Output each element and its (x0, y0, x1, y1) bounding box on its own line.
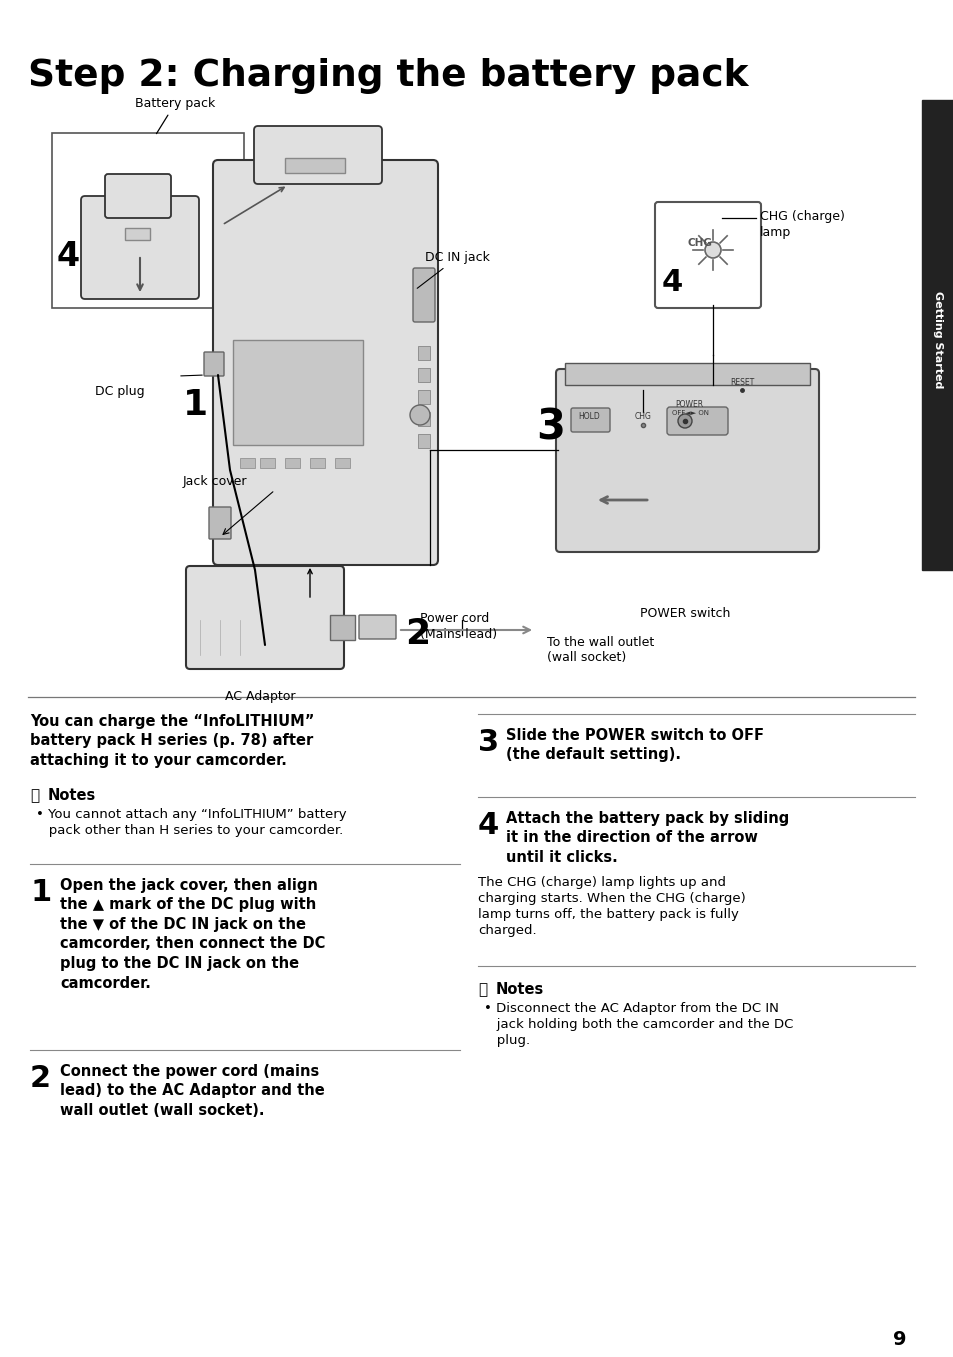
Text: HOLD: HOLD (578, 413, 599, 421)
Bar (417, 389, 430, 404)
Circle shape (704, 242, 720, 258)
FancyBboxPatch shape (571, 408, 609, 432)
Text: charging starts. When the CHG (charge): charging starts. When the CHG (charge) (477, 892, 745, 905)
FancyBboxPatch shape (358, 615, 395, 639)
Bar (233, 341, 363, 445)
Text: (Mains lead): (Mains lead) (419, 628, 497, 641)
Bar (125, 228, 150, 240)
Text: Slide the POWER switch to OFF: Slide the POWER switch to OFF (505, 727, 763, 744)
Text: 1: 1 (30, 878, 51, 906)
Text: plug to the DC IN jack on the: plug to the DC IN jack on the (60, 955, 299, 972)
FancyBboxPatch shape (213, 160, 437, 565)
Text: Open the jack cover, then align: Open the jack cover, then align (60, 878, 317, 893)
FancyBboxPatch shape (413, 267, 435, 322)
Text: • You cannot attach any “InfoLITHIUM” battery: • You cannot attach any “InfoLITHIUM” ba… (36, 807, 346, 821)
FancyBboxPatch shape (209, 508, 231, 539)
Text: camcorder.: camcorder. (60, 976, 151, 991)
Text: plug.: plug. (483, 1034, 530, 1048)
Text: (wall socket): (wall socket) (546, 651, 625, 664)
Text: (the default setting).: (the default setting). (505, 748, 680, 763)
Text: You can charge the “InfoLITHIUM”: You can charge the “InfoLITHIUM” (30, 714, 314, 729)
Text: CHG: CHG (687, 237, 712, 248)
Text: Notes: Notes (496, 982, 543, 997)
Text: DC IN jack: DC IN jack (416, 251, 489, 288)
FancyBboxPatch shape (556, 369, 818, 552)
Text: jack holding both the camcorder and the DC: jack holding both the camcorder and the … (483, 1018, 793, 1031)
Text: 9: 9 (893, 1330, 906, 1349)
FancyBboxPatch shape (253, 126, 381, 185)
Bar (330, 615, 355, 641)
Text: attaching it to your camcorder.: attaching it to your camcorder. (30, 753, 287, 768)
Circle shape (410, 404, 430, 425)
Text: Connect the power cord (mains: Connect the power cord (mains (60, 1064, 319, 1079)
Text: 2: 2 (30, 1064, 51, 1092)
Bar (564, 364, 809, 385)
FancyBboxPatch shape (81, 195, 199, 299)
Text: until it clicks.: until it clicks. (505, 849, 618, 864)
Text: • Disconnect the AC Adaptor from the DC IN: • Disconnect the AC Adaptor from the DC … (483, 1001, 778, 1015)
Text: battery pack H series (p. 78) after: battery pack H series (p. 78) after (30, 734, 313, 749)
Text: it in the direction of the arrow: it in the direction of the arrow (505, 830, 757, 845)
Text: DC plug: DC plug (95, 385, 145, 398)
Text: lead) to the AC Adaptor and the: lead) to the AC Adaptor and the (60, 1083, 324, 1099)
Text: 4: 4 (477, 811, 498, 840)
Bar (240, 459, 254, 468)
Text: pack other than H series to your camcorder.: pack other than H series to your camcord… (36, 824, 343, 837)
Text: Power cord: Power cord (419, 612, 489, 626)
Bar (310, 459, 325, 468)
Text: 4: 4 (661, 267, 682, 297)
Text: 1: 1 (183, 388, 208, 422)
Bar (285, 157, 345, 172)
Bar (417, 368, 430, 383)
FancyBboxPatch shape (655, 202, 760, 308)
Text: 2: 2 (405, 617, 430, 651)
Text: Notes: Notes (48, 788, 96, 803)
Text: CHG (charge): CHG (charge) (760, 210, 844, 223)
Text: POWER switch: POWER switch (639, 607, 730, 620)
Text: 3: 3 (536, 407, 564, 449)
Text: POWER: POWER (675, 400, 702, 408)
Bar (285, 459, 299, 468)
Bar (260, 459, 274, 468)
Text: ⓘ: ⓘ (477, 982, 487, 997)
Text: ⓘ: ⓘ (30, 788, 39, 803)
Bar (921, 100, 953, 570)
Bar (335, 459, 350, 468)
Text: CHG: CHG (635, 413, 651, 421)
Text: To the wall outlet: To the wall outlet (546, 636, 654, 649)
FancyBboxPatch shape (666, 407, 727, 436)
Text: lamp turns off, the battery pack is fully: lamp turns off, the battery pack is full… (477, 908, 739, 921)
Text: Attach the battery pack by sliding: Attach the battery pack by sliding (505, 811, 788, 826)
Text: the ▼ of the DC IN jack on the: the ▼ of the DC IN jack on the (60, 917, 306, 932)
Text: 4: 4 (57, 240, 80, 273)
Text: lamp: lamp (760, 227, 790, 239)
FancyBboxPatch shape (105, 174, 171, 218)
FancyBboxPatch shape (204, 351, 224, 376)
Text: The CHG (charge) lamp lights up and: The CHG (charge) lamp lights up and (477, 877, 725, 889)
Text: Jack cover: Jack cover (183, 475, 247, 489)
Text: 3: 3 (477, 727, 498, 757)
Circle shape (678, 414, 691, 427)
Bar (417, 434, 430, 448)
Text: Getting Started: Getting Started (932, 292, 942, 388)
Text: camcorder, then connect the DC: camcorder, then connect the DC (60, 936, 325, 951)
Bar (417, 346, 430, 360)
Text: Battery pack: Battery pack (135, 96, 215, 133)
Text: OFF◄► ON: OFF◄► ON (671, 410, 708, 417)
Text: RESET: RESET (729, 379, 754, 387)
Text: AC Adaptor: AC Adaptor (225, 689, 295, 703)
Text: charged.: charged. (477, 924, 536, 936)
Text: Step 2: Charging the battery pack: Step 2: Charging the battery pack (28, 58, 748, 94)
FancyBboxPatch shape (186, 566, 344, 669)
Text: wall outlet (wall socket).: wall outlet (wall socket). (60, 1103, 264, 1118)
FancyBboxPatch shape (52, 133, 244, 308)
Bar (417, 413, 430, 426)
Text: the ▲ mark of the DC plug with: the ▲ mark of the DC plug with (60, 897, 315, 912)
